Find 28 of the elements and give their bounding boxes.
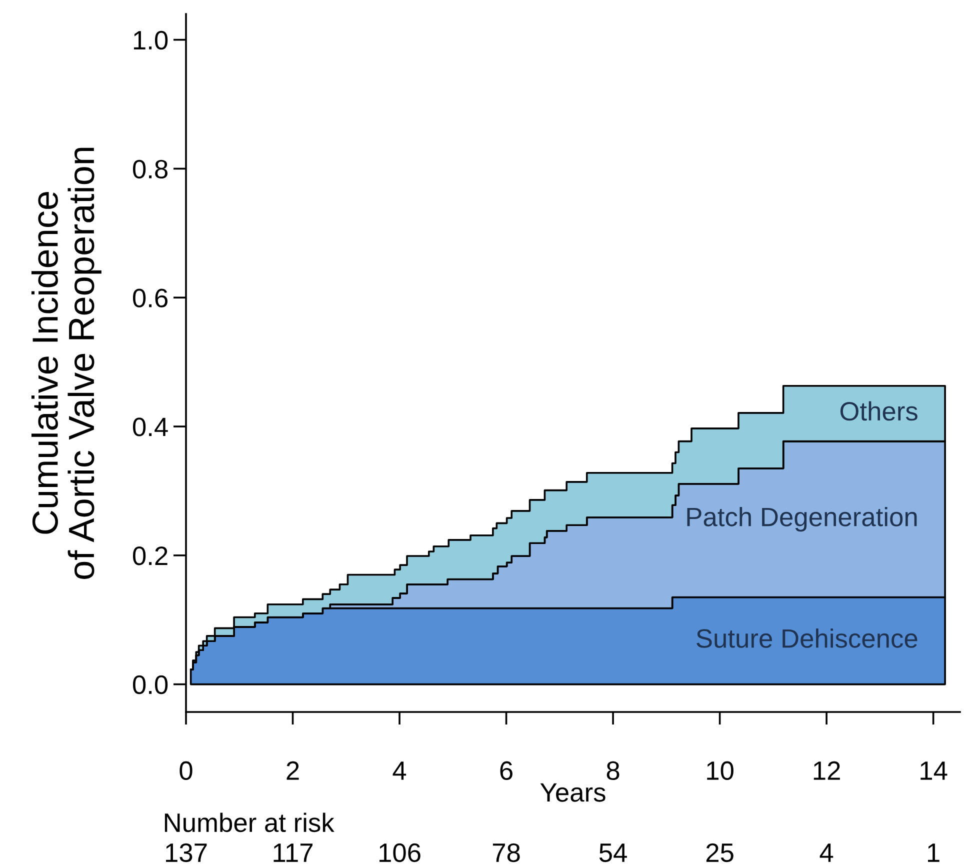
y-tick-label: 0.4 [132, 418, 168, 436]
text: 106 [380, 843, 420, 862]
text: Number at risk [164, 812, 334, 832]
series-label: Suture Dehiscence [696, 628, 918, 648]
x-tick-label: 0 [180, 761, 192, 780]
text: 4 [820, 844, 834, 862]
series-label: Others [840, 401, 918, 421]
y-tick-label: 0.2 [132, 546, 168, 566]
x-tick-label: 14 [920, 762, 948, 780]
y-tick-label: 0.8 [132, 160, 168, 179]
y-tick-label: 0.6 [132, 288, 168, 308]
x-tick-label: 12 [814, 761, 840, 780]
y-tick-label: 0.0 [132, 675, 168, 694]
text: 137 [166, 843, 207, 862]
x-tick-label: 8 [606, 761, 620, 780]
text: 117 [274, 844, 312, 862]
text: 78 [492, 843, 520, 862]
text: 25 [706, 843, 734, 862]
text: 54 [599, 844, 627, 862]
x-tick-label: 10 [707, 761, 734, 780]
x-tick-label: 2 [286, 761, 299, 780]
y-axis-title: Cumulative Incidence of Aortic Valve Reoperation [31, 148, 102, 579]
text: 1 [928, 844, 940, 862]
y-tick-label: 1.0 [134, 30, 168, 50]
x-tick-label: 6 [500, 761, 512, 780]
series-label: Patch Degeneration [687, 506, 917, 532]
x-axis-title: Years [540, 783, 606, 802]
x-tick-label: 4 [392, 762, 406, 780]
